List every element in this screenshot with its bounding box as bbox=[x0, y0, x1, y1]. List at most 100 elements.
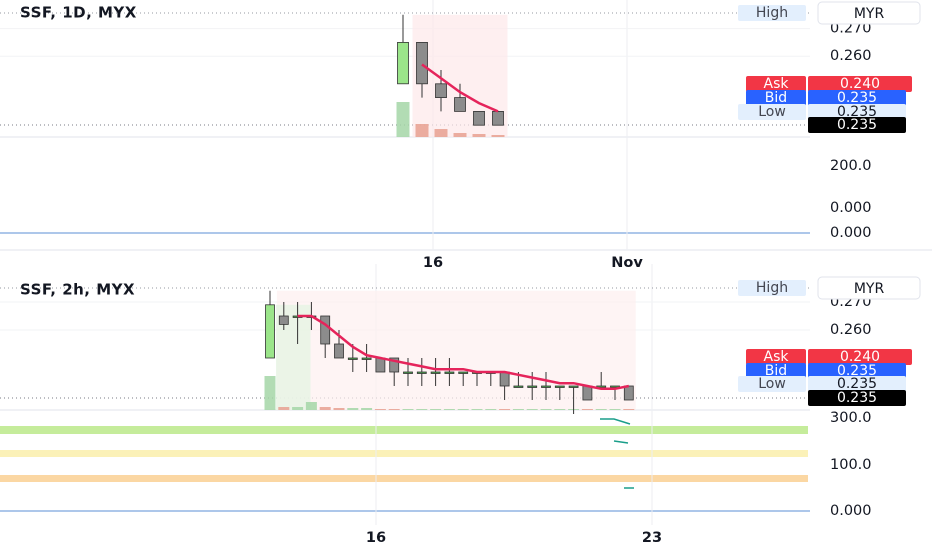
low-value-box bbox=[808, 376, 906, 392]
volume-bar bbox=[388, 409, 400, 410]
volume-bar bbox=[396, 102, 410, 137]
ask-value: 0.240 bbox=[840, 76, 880, 92]
indicator-axis-label: 300.0 bbox=[830, 410, 872, 426]
volume-bar bbox=[292, 407, 304, 410]
indicator-stroke bbox=[613, 440, 629, 444]
time-label: 23 bbox=[642, 530, 662, 546]
low-label-box bbox=[738, 376, 806, 392]
candle-body bbox=[361, 357, 372, 360]
indicator-axis-label: 0.000 bbox=[830, 225, 872, 241]
time-label: 16 bbox=[366, 530, 386, 546]
volume-bar bbox=[374, 409, 386, 410]
high-label: High bbox=[756, 5, 788, 21]
candle-body bbox=[473, 111, 485, 126]
indicator-axis-label: 200.0 bbox=[830, 158, 872, 174]
bid-label-box bbox=[746, 90, 806, 106]
bid-value: 0.235 bbox=[837, 363, 877, 379]
pane-title: SSF, 1D, MYX bbox=[20, 4, 137, 22]
bid-label-box bbox=[746, 363, 806, 379]
indicator-axis-label: 0.000 bbox=[830, 200, 872, 216]
volume-bar bbox=[457, 409, 469, 410]
candle-body bbox=[334, 343, 344, 359]
candle-body bbox=[389, 357, 400, 373]
candle-body bbox=[582, 385, 593, 401]
volume-bar bbox=[264, 376, 276, 410]
ask-label: Ask bbox=[764, 76, 790, 92]
last-price: 0.235 bbox=[837, 117, 877, 133]
candle-body bbox=[541, 385, 551, 388]
volume-bar bbox=[623, 409, 635, 410]
volume-bar bbox=[554, 409, 566, 410]
candle-body bbox=[397, 42, 409, 85]
candle-body bbox=[430, 371, 441, 374]
high-label-box bbox=[738, 280, 806, 296]
candle-body bbox=[403, 371, 413, 374]
candle-body bbox=[375, 357, 386, 373]
volume-bar bbox=[491, 135, 505, 137]
ask-label: Ask bbox=[764, 349, 790, 365]
candle-body bbox=[458, 371, 469, 374]
candle-body bbox=[527, 385, 538, 388]
band-orange bbox=[0, 475, 808, 482]
low-value: 0.235 bbox=[837, 376, 877, 392]
volume-bar bbox=[485, 409, 497, 410]
high-label: High bbox=[756, 280, 788, 296]
ask-value-box bbox=[808, 76, 912, 92]
pane-title: SSF, 2h, MYX bbox=[20, 281, 135, 299]
range-shade bbox=[412, 14, 508, 137]
volume-bar bbox=[540, 409, 552, 410]
low-label: Low bbox=[758, 104, 786, 120]
bid-value-box bbox=[808, 90, 906, 106]
volume-bar bbox=[595, 409, 607, 410]
indicator-axis-label: 0.000 bbox=[830, 503, 872, 519]
volume-bar bbox=[347, 408, 359, 410]
bid-value: 0.235 bbox=[837, 90, 877, 106]
chart-pane: 0.270 0.260 200.0 0.000 0.000 16 Nov SSF, 1D, M… bbox=[0, 0, 921, 271]
price-tick-label: 0.260 bbox=[830, 48, 872, 64]
bid-label: Bid bbox=[765, 90, 787, 106]
volume-bar bbox=[416, 409, 428, 410]
bid-value-box bbox=[808, 363, 906, 379]
volume-bar bbox=[278, 407, 290, 410]
ask-label-box bbox=[746, 76, 806, 92]
candle-body bbox=[499, 371, 510, 387]
volume-bar bbox=[609, 409, 621, 410]
last-price: 0.235 bbox=[837, 390, 877, 406]
candle-body bbox=[568, 385, 579, 388]
candle-body bbox=[416, 42, 428, 85]
moving-average bbox=[297, 314, 630, 391]
range-shade bbox=[276, 290, 636, 410]
candle-body bbox=[320, 315, 331, 345]
volume-bar bbox=[361, 408, 373, 410]
volume-bar bbox=[319, 407, 331, 410]
low-label-box bbox=[738, 104, 806, 120]
volume-bar bbox=[434, 129, 448, 137]
high-label-box bbox=[738, 5, 806, 21]
candle-body bbox=[416, 371, 427, 374]
candle-body bbox=[265, 304, 275, 359]
candle-body bbox=[623, 385, 634, 401]
indicator-axis-label: 100.0 bbox=[830, 457, 872, 473]
candle-body bbox=[435, 83, 447, 99]
volume-bar bbox=[581, 409, 593, 410]
volume-bar bbox=[402, 409, 414, 410]
volume-bar bbox=[430, 409, 442, 410]
last-price-box bbox=[808, 390, 906, 406]
candle-body bbox=[492, 111, 504, 126]
volume-bar bbox=[415, 124, 429, 137]
band-green bbox=[0, 426, 808, 434]
volume-bar bbox=[305, 402, 317, 410]
candle-body bbox=[278, 315, 289, 325]
low-label: Low bbox=[758, 376, 786, 392]
band-yellow bbox=[0, 450, 808, 457]
volume-bar bbox=[472, 134, 486, 137]
bid-label: Bid bbox=[765, 363, 787, 379]
currency-box bbox=[817, 1, 921, 25]
volume-bar bbox=[443, 409, 455, 410]
currency: MYR bbox=[854, 6, 885, 22]
candle-body bbox=[347, 357, 358, 360]
ask-value-box bbox=[808, 349, 912, 365]
